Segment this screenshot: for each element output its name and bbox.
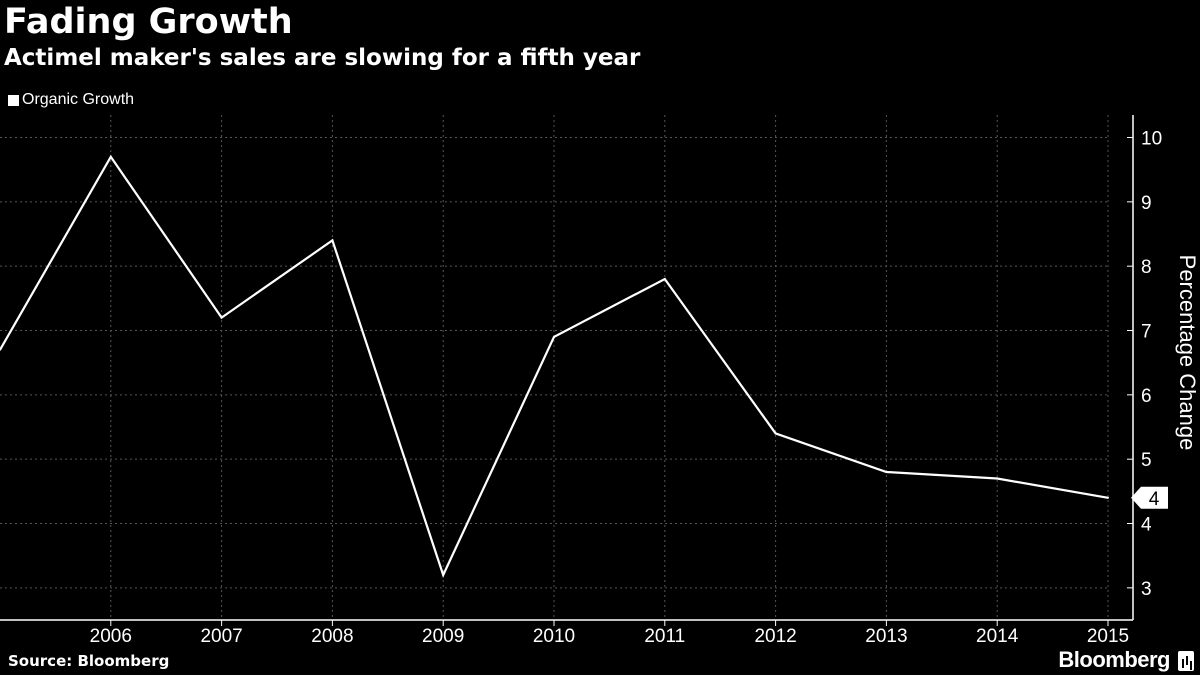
x-tick-label: 2011 bbox=[644, 626, 685, 647]
legend: Organic Growth bbox=[8, 91, 134, 109]
y-axis-title: Percentage Change bbox=[1175, 255, 1200, 451]
x-tick-label: 2007 bbox=[200, 626, 242, 647]
x-tick-label: 2015 bbox=[1087, 626, 1129, 647]
x-tick-label: 2012 bbox=[754, 626, 796, 647]
data-point bbox=[885, 471, 888, 474]
x-tick-label: 2010 bbox=[533, 626, 575, 647]
y-tick-label: 5 bbox=[1141, 450, 1152, 471]
source-note: Source: Bloomberg bbox=[8, 652, 170, 670]
data-point bbox=[220, 316, 223, 319]
data-point bbox=[663, 278, 666, 281]
y-tick-label: 10 bbox=[1141, 129, 1162, 150]
legend-label: Organic Growth bbox=[22, 91, 135, 108]
brand-logo: Bloomberg bbox=[1058, 647, 1170, 672]
data-point bbox=[1107, 496, 1109, 499]
x-tick-label: 2014 bbox=[976, 626, 1019, 647]
legend-swatch bbox=[8, 94, 19, 106]
data-point bbox=[442, 573, 445, 576]
data-point bbox=[774, 432, 777, 435]
chart-title: Fading Growth bbox=[4, 2, 293, 42]
last-value-tag bbox=[1131, 486, 1168, 509]
y-tick-label: 7 bbox=[1141, 322, 1152, 343]
last-value-label: 4 bbox=[1149, 489, 1160, 510]
x-tick-label: 2006 bbox=[90, 626, 132, 647]
data-point bbox=[109, 155, 112, 158]
y-tick-label: 6 bbox=[1141, 386, 1152, 407]
y-tick-label: 3 bbox=[1141, 579, 1152, 600]
data-point bbox=[331, 239, 334, 242]
x-tick-label: 2009 bbox=[422, 626, 464, 647]
data-point bbox=[0, 348, 1, 351]
y-tick-label: 8 bbox=[1141, 257, 1152, 278]
data-point bbox=[553, 335, 555, 338]
bloomberg-chart-icon bbox=[1178, 651, 1194, 671]
y-tick-label: 4 bbox=[1141, 515, 1152, 536]
chart-subtitle: Actimel maker's sales are slowing for a … bbox=[4, 45, 641, 71]
x-tick-label: 2013 bbox=[865, 626, 907, 647]
data-point bbox=[996, 477, 999, 480]
y-tick-label: 9 bbox=[1141, 193, 1152, 214]
x-tick-label: 2008 bbox=[311, 626, 353, 647]
